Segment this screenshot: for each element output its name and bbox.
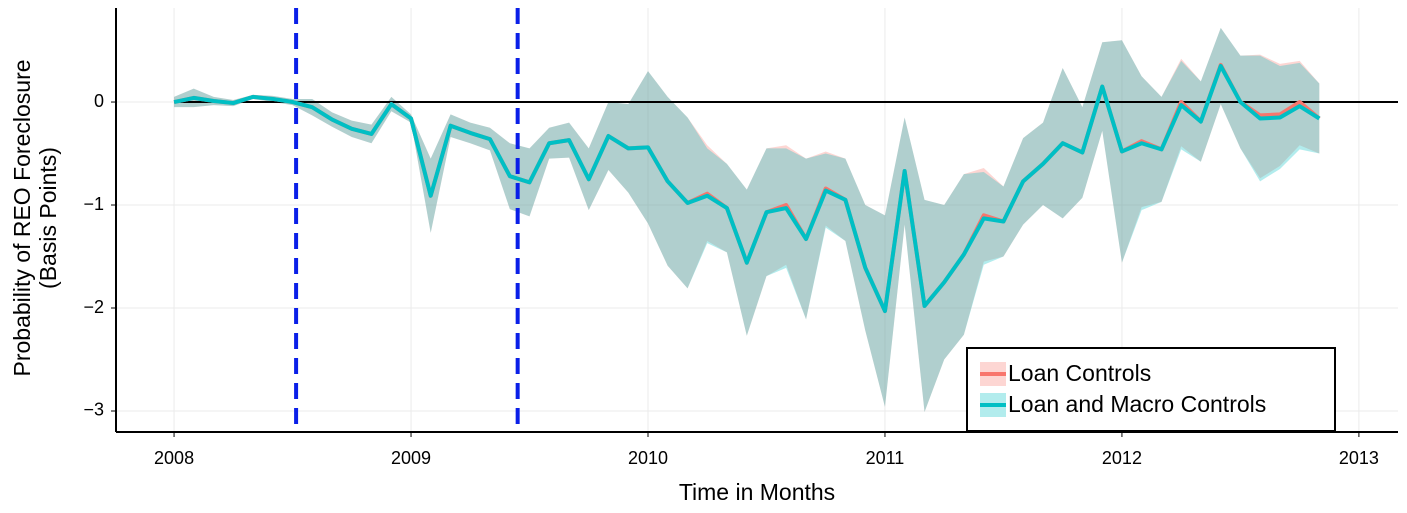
confidence-band: [174, 27, 1320, 413]
legend: Loan Controls Loan and Macro Controls: [966, 347, 1336, 432]
y-tick-label: −3: [83, 400, 104, 420]
y-axis-label: (Basis Points): [35, 147, 61, 289]
x-tick-label: 2010: [628, 448, 668, 468]
y-axis-label: Probability of REO Foreclosure: [9, 59, 35, 376]
x-tick-label: 2009: [391, 448, 431, 468]
confidence-band: [174, 27, 1320, 413]
legend-label: Loan and Macro Controls: [1008, 391, 1266, 417]
x-tick-label: 2012: [1102, 448, 1142, 468]
series-line: [173, 63, 1321, 314]
x-tick-label: 2011: [866, 448, 905, 468]
y-tick-label: 0: [94, 91, 104, 111]
legend-box: [966, 347, 1336, 432]
x-tick-label: 2013: [1339, 448, 1379, 468]
y-tick-label: −2: [83, 297, 104, 317]
x-tick-label: 2008: [154, 448, 194, 468]
x-axis-label: Time in Months: [679, 479, 835, 505]
legend-label: Loan Controls: [1008, 360, 1151, 386]
y-tick-label: −1: [83, 194, 104, 214]
